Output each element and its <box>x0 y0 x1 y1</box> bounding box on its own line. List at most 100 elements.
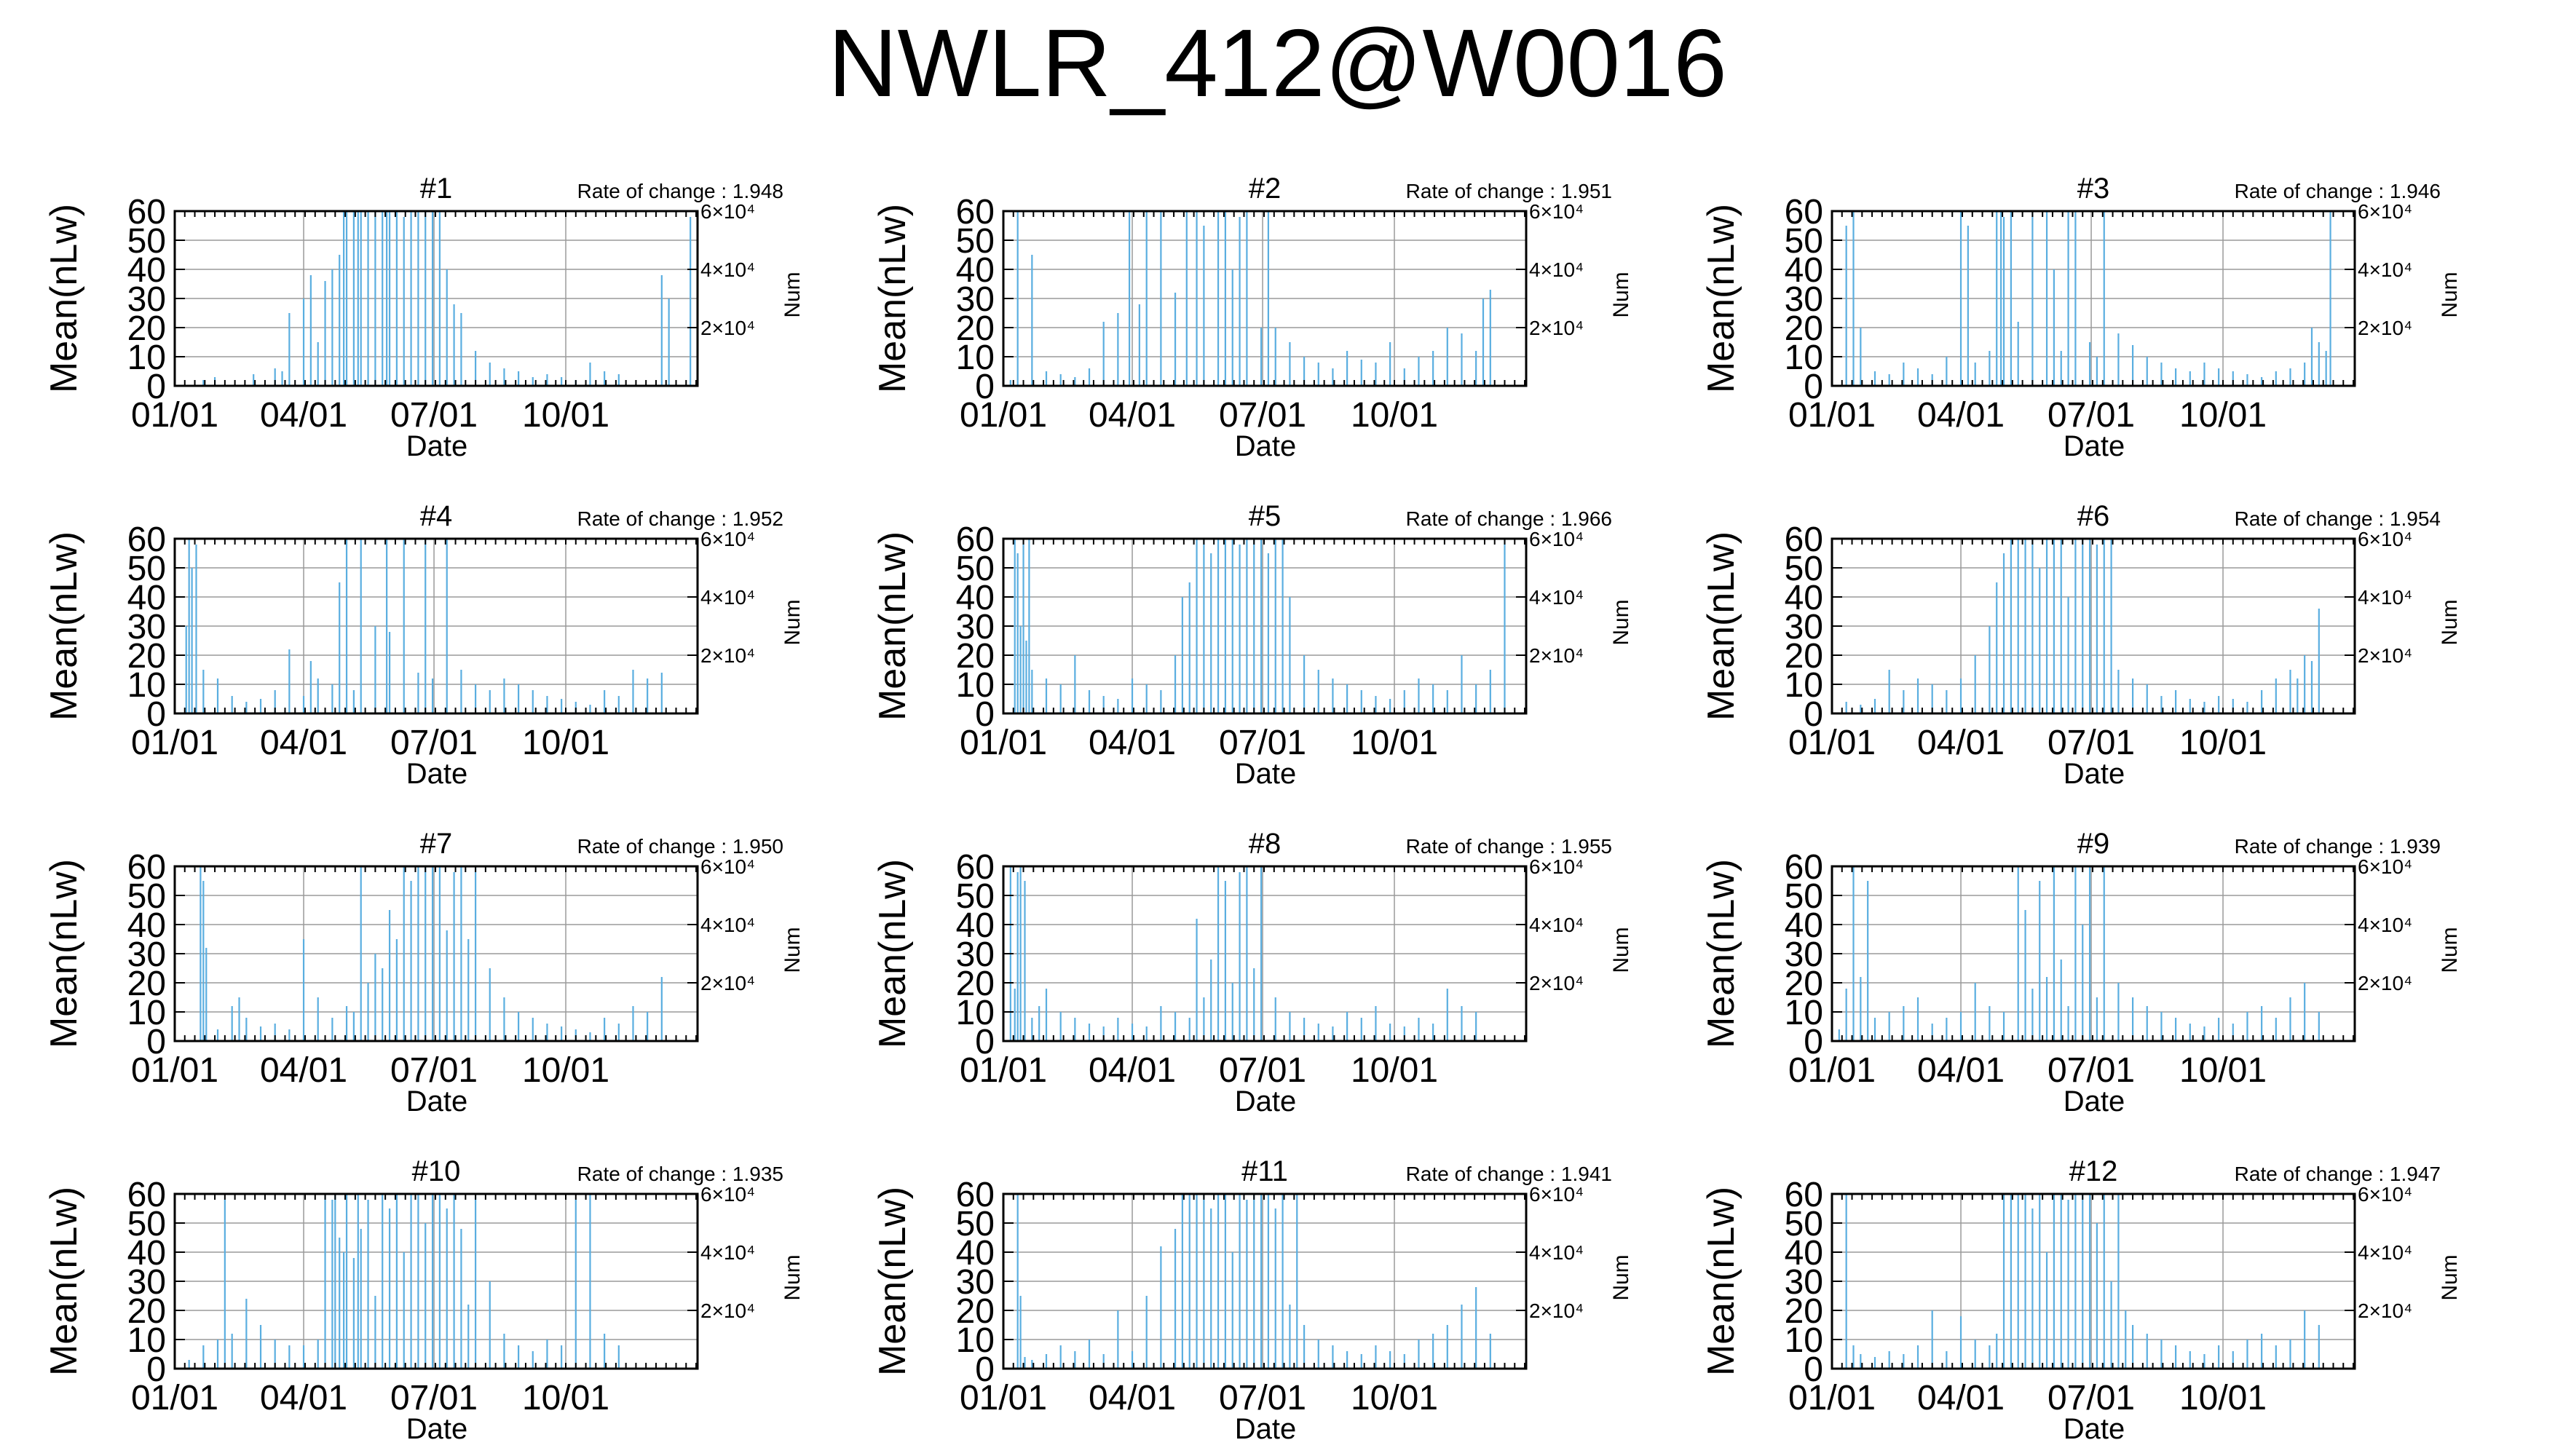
y-axis-label: Mean(nLw) <box>1700 859 1742 1048</box>
x-axis-label: Date <box>1235 1413 1297 1445</box>
x-tick-label: 07/01 <box>1219 1051 1306 1090</box>
rate-of-change-label: Rate of change : 1.941 <box>1406 1163 1612 1185</box>
y-tick-label: 10 <box>956 339 995 377</box>
y-tick-label: 50 <box>1785 222 1823 261</box>
y-tick-label: 40 <box>956 1234 995 1273</box>
y2-tick-label: 4×10⁴ <box>2358 914 2412 936</box>
y-tick-label: 10 <box>956 666 995 705</box>
y-tick-label: 20 <box>1785 965 1823 1003</box>
x-tick-label: 07/01 <box>1219 396 1306 435</box>
y-tick-label: 0 <box>975 1350 995 1389</box>
x-tick-label: 07/01 <box>390 1051 478 1090</box>
y2-tick-label: 4×10⁴ <box>1529 914 1584 936</box>
y2-axis-label: Num <box>2438 1254 2462 1300</box>
y-tick-label: 40 <box>1785 1234 1823 1273</box>
x-tick-label: 04/01 <box>260 396 347 435</box>
y-tick-label: 40 <box>1785 906 1823 945</box>
y-tick-label: 0 <box>146 1350 166 1389</box>
y-tick-label: 30 <box>956 280 995 319</box>
x-axis-label: Date <box>406 1413 468 1445</box>
y-tick-label: 50 <box>127 1205 166 1243</box>
y2-tick-label: 6×10⁴ <box>700 528 755 550</box>
y-tick-label: 20 <box>1785 637 1823 676</box>
y-tick-label: 60 <box>1785 848 1823 887</box>
y2-tick-label: 6×10⁴ <box>2358 528 2412 550</box>
y-axis-label: Mean(nLw) <box>872 204 914 393</box>
y-tick-label: 50 <box>956 1205 995 1243</box>
rate-of-change-label: Rate of change : 1.939 <box>2235 835 2441 858</box>
y2-tick-label: 6×10⁴ <box>2358 1183 2412 1206</box>
y2-tick-label: 6×10⁴ <box>2358 200 2412 223</box>
y-tick-label: 30 <box>1785 935 1823 974</box>
subplot-title: #2 <box>1249 173 1282 205</box>
y2-tick-label: 6×10⁴ <box>1529 855 1584 878</box>
subplot-title: #7 <box>420 828 453 860</box>
x-tick-label: 07/01 <box>2047 396 2135 435</box>
y2-tick-label: 4×10⁴ <box>700 914 755 936</box>
y2-tick-label: 4×10⁴ <box>700 1241 755 1264</box>
subplot-title: #12 <box>2069 1155 2118 1187</box>
y-tick-label: 30 <box>1785 608 1823 646</box>
y-axis-label: Mean(nLw) <box>872 531 914 721</box>
y-axis-label: Mean(nLw) <box>872 1187 914 1376</box>
y-tick-label: 20 <box>956 637 995 676</box>
y2-tick-label: 2×10⁴ <box>1529 972 1584 994</box>
y2-tick-label: 2×10⁴ <box>700 317 755 339</box>
y2-axis-label: Num <box>2438 599 2462 645</box>
y2-tick-label: 6×10⁴ <box>2358 855 2412 878</box>
y2-axis-label: Num <box>781 272 805 317</box>
y-tick-label: 50 <box>956 222 995 261</box>
y2-tick-label: 2×10⁴ <box>700 972 755 994</box>
y2-axis-label: Num <box>1609 272 1633 317</box>
x-tick-label: 01/01 <box>960 724 1047 762</box>
x-axis-label: Date <box>2064 1085 2125 1117</box>
x-tick-label: 04/01 <box>1089 396 1176 435</box>
y-tick-label: 30 <box>127 1263 166 1302</box>
x-axis-label: Date <box>1235 1085 1297 1117</box>
y-tick-label: 50 <box>127 877 166 916</box>
y2-tick-label: 2×10⁴ <box>1529 1299 1584 1322</box>
y-axis-label: Mean(nLw) <box>43 1187 85 1376</box>
y-tick-label: 20 <box>127 309 166 348</box>
y2-tick-label: 6×10⁴ <box>700 1183 755 1206</box>
x-tick-label: 01/01 <box>131 1379 218 1417</box>
x-tick-label: 10/01 <box>2179 1051 2267 1090</box>
y-tick-label: 10 <box>1785 339 1823 377</box>
x-tick-label: 10/01 <box>1351 1051 1438 1090</box>
x-tick-label: 01/01 <box>131 396 218 435</box>
y2-axis-label: Num <box>1609 599 1633 645</box>
x-tick-label: 01/01 <box>1788 396 1876 435</box>
y2-tick-label: 2×10⁴ <box>700 644 755 667</box>
y-axis-label: Mean(nLw) <box>43 204 85 393</box>
subplot-title: #8 <box>1249 828 1282 860</box>
y2-tick-label: 4×10⁴ <box>2358 258 2412 281</box>
y-tick-label: 40 <box>127 579 166 617</box>
x-axis-label: Date <box>2064 1413 2125 1445</box>
y-tick-label: 20 <box>127 637 166 676</box>
x-tick-label: 10/01 <box>1351 724 1438 762</box>
x-tick-label: 10/01 <box>2179 1379 2267 1417</box>
x-tick-label: 04/01 <box>260 724 347 762</box>
y-tick-label: 30 <box>1785 1263 1823 1302</box>
x-tick-label: 10/01 <box>2179 724 2267 762</box>
x-axis-label: Date <box>406 430 468 462</box>
y-tick-label: 20 <box>956 1292 995 1331</box>
y-tick-label: 30 <box>1785 280 1823 319</box>
y-tick-label: 0 <box>146 695 166 734</box>
rate-of-change-label: Rate of change : 1.951 <box>1406 180 1612 202</box>
y-axis-label: Mean(nLw) <box>1700 1187 1742 1376</box>
y-tick-label: 20 <box>1785 1292 1823 1331</box>
x-tick-label: 01/01 <box>1788 1051 1876 1090</box>
y-tick-label: 30 <box>127 280 166 319</box>
rate-of-change-label: Rate of change : 1.955 <box>1406 835 1612 858</box>
y-tick-label: 50 <box>127 222 166 261</box>
x-axis-label: Date <box>1235 430 1297 462</box>
y-tick-label: 30 <box>127 608 166 646</box>
x-tick-label: 04/01 <box>1089 1051 1176 1090</box>
x-tick-label: 07/01 <box>2047 1379 2135 1417</box>
